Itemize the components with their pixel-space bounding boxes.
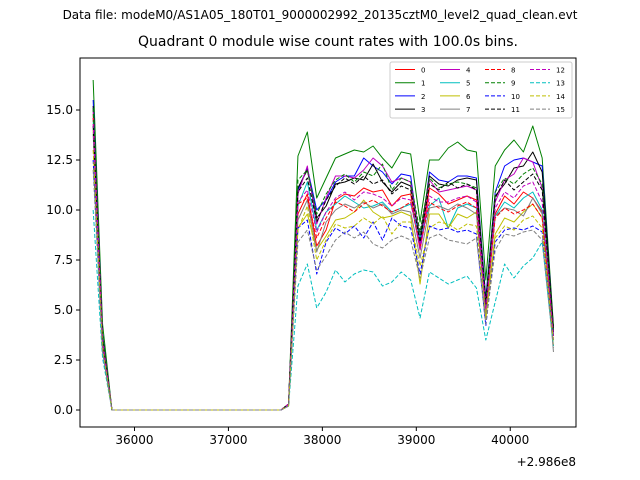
legend-label-7: 7 [466,106,470,114]
series-line-14 [92,149,554,411]
legend-box [389,61,573,119]
legend-label-5: 5 [466,80,470,88]
y-axis: 0.0 2.5 5.0 7.5 10.0 12.5 15.0 [46,103,80,417]
x-tick-label: 40000 [491,433,529,447]
legend-label-4: 4 [466,67,471,75]
y-tick-label: 7.5 [54,253,73,267]
series-line-15 [92,169,554,411]
y-tick-label: 15.0 [46,103,73,117]
x-tick-label: 36000 [115,433,153,447]
series-line-6 [92,129,554,411]
y-tick-label: 12.5 [46,153,73,167]
legend-label-8: 8 [511,67,515,75]
legend-label-10: 10 [511,93,520,101]
series-line-7 [92,133,554,411]
legend-label-14: 14 [556,93,565,101]
x-tick-label: 38000 [303,433,341,447]
legend-label-0: 0 [421,67,425,75]
legend-label-6: 6 [466,93,471,101]
legend-label-9: 9 [511,80,515,88]
x-offset-label: +2.986e8 [517,455,576,469]
x-axis: 36000 37000 38000 39000 40000 [115,427,529,447]
legend-label-2: 2 [421,93,425,101]
series-line-11 [92,125,554,411]
y-tick-label: 10.0 [46,203,73,217]
chart-title: Quadrant 0 module wise count rates with … [138,34,518,50]
x-tick-label: 37000 [209,433,247,447]
legend-label-15: 15 [556,106,565,114]
legend-label-13: 13 [556,80,565,88]
legend-label-3: 3 [421,106,425,114]
x-tick-label: 39000 [397,433,435,447]
y-tick-label: 5.0 [54,303,73,317]
y-tick-label: 2.5 [54,353,73,367]
legend-label-11: 11 [511,106,520,114]
legend-label-12: 12 [556,67,565,75]
legend-label-1: 1 [421,80,425,88]
y-tick-label: 0.0 [54,403,73,417]
figure-suptitle: Data file: modeM0/AS1A05_180T01_90000029… [62,8,578,22]
plot-lines [92,79,554,411]
axes-frame [79,57,577,428]
